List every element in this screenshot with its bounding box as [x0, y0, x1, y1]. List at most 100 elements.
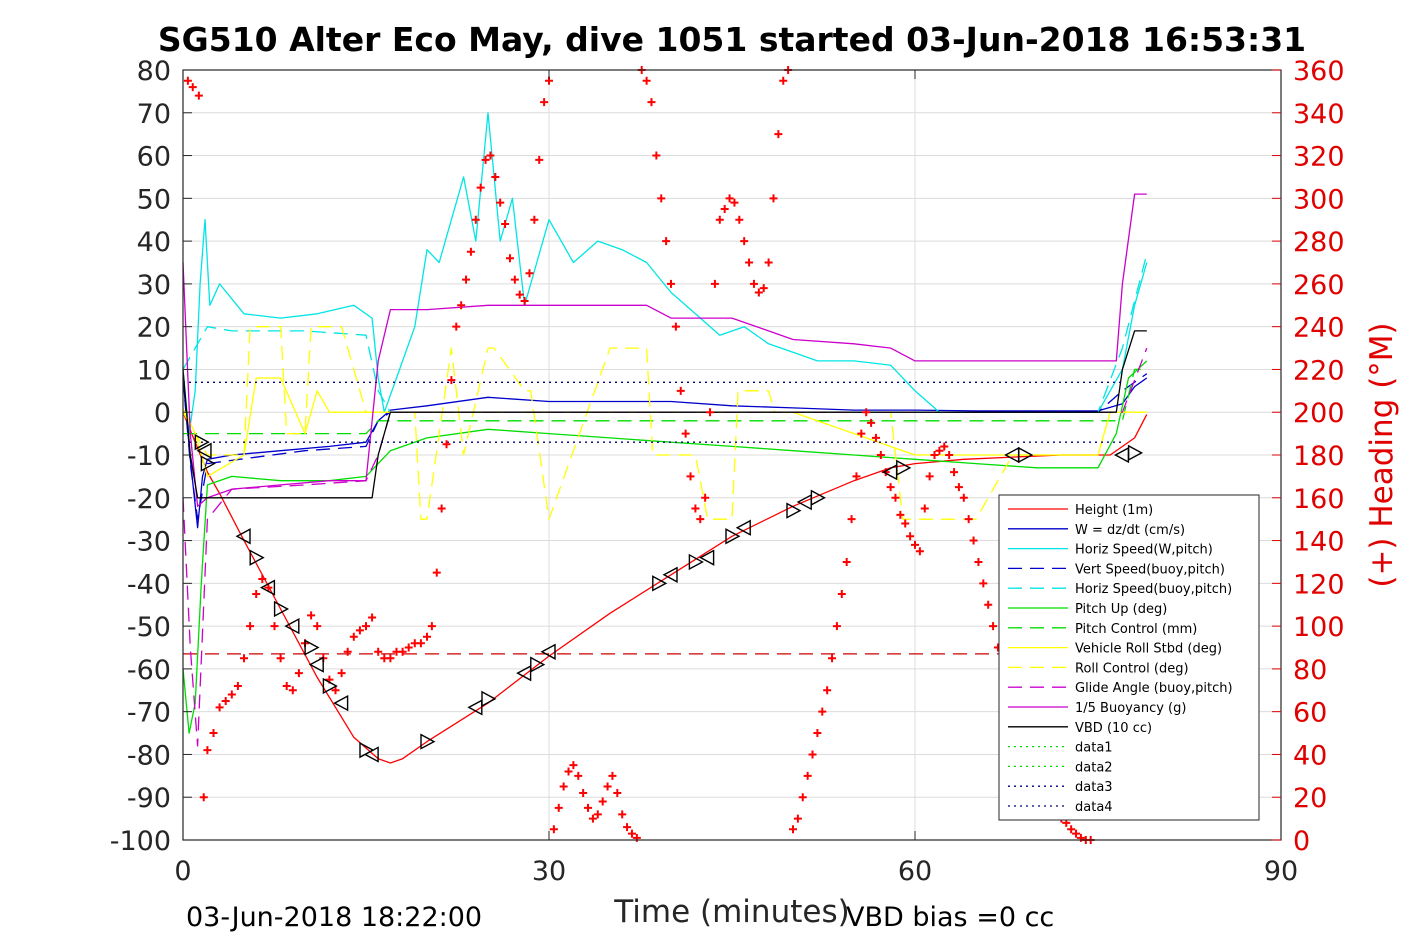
heading-point-87	[652, 151, 661, 160]
y-tick-label-right-2: 320	[1293, 142, 1345, 173]
y-tick-label-right-18: 0	[1293, 826, 1310, 857]
vertex-marker-19	[540, 643, 556, 660]
heading-point-120	[813, 729, 822, 738]
y-tick-label-left-0: 80	[137, 56, 171, 87]
heading-point-85	[642, 76, 651, 85]
heading-point-11	[246, 622, 255, 631]
heading-point-49	[466, 247, 475, 256]
heading-point-141	[915, 547, 924, 556]
vertex-marker-32	[1018, 446, 1034, 464]
vertex-marker-17	[516, 664, 532, 682]
y-tick-label-right-6: 240	[1293, 313, 1345, 344]
legend-label-2: Horiz Speed(W,pitch)	[1075, 543, 1213, 558]
legend-label-14: data3	[1075, 780, 1113, 795]
heading-point-37	[404, 643, 413, 652]
heading-point-124	[832, 622, 841, 631]
y-tick-label-right-7: 220	[1293, 355, 1345, 386]
heading-point-18	[288, 686, 297, 695]
heading-point-43	[437, 504, 446, 513]
plot-area	[182, 66, 1148, 844]
y-tick-label-right-8: 200	[1293, 398, 1345, 429]
heading-point-21	[307, 611, 316, 620]
y-tick-label-left-18: -100	[110, 826, 171, 857]
vertex-marker-26	[786, 502, 802, 519]
y-tick-label-left-11: -30	[127, 527, 171, 558]
series-line-10	[182, 193, 1147, 507]
heading-point-46	[452, 322, 461, 331]
heading-point-42	[432, 568, 441, 577]
heading-point-36	[398, 647, 407, 656]
heading-point-6	[215, 703, 224, 712]
heading-point-0	[183, 76, 192, 85]
heading-point-68	[559, 782, 568, 791]
heading-point-97	[701, 493, 710, 502]
vertex-marker-22	[688, 553, 704, 571]
y-tick-label-left-7: 10	[137, 355, 171, 386]
heading-point-41	[427, 622, 436, 631]
y-tick-label-left-16: -80	[127, 740, 171, 771]
heading-point-151	[964, 515, 973, 524]
heading-point-39	[416, 639, 425, 648]
y-tick-label-left-12: -40	[127, 569, 171, 600]
heading-point-155	[984, 600, 993, 609]
y-tick-label-left-15: -70	[127, 698, 171, 729]
vertex-marker-1	[196, 442, 212, 459]
heading-point-7	[221, 696, 230, 705]
heading-point-98	[706, 408, 715, 417]
heading-point-152	[969, 536, 978, 545]
heading-point-110	[764, 258, 773, 267]
heading-point-125	[837, 590, 846, 599]
heading-point-93	[681, 429, 690, 438]
y-tick-label-left-4: 40	[137, 227, 171, 258]
vertex-marker-10	[322, 677, 338, 695]
heading-point-156	[989, 622, 998, 631]
heading-point-105	[740, 237, 749, 246]
heading-point-57	[505, 254, 514, 263]
heading-point-107	[749, 279, 758, 288]
vertex-marker-18	[530, 656, 546, 673]
y-tick-label-left-14: -60	[127, 655, 171, 686]
y-tick-label-left-8: 0	[154, 398, 171, 429]
y-tick-label-left-17: -90	[127, 783, 171, 814]
heading-point-133	[876, 451, 885, 459]
heading-point-75	[593, 810, 602, 819]
y-tick-label-right-17: 20	[1293, 783, 1327, 814]
heading-point-32	[374, 647, 383, 656]
heading-point-99	[710, 279, 719, 288]
legend-label-1: W = dz/dt (cm/s)	[1075, 523, 1185, 538]
y-tick-label-right-14: 80	[1293, 655, 1327, 686]
vertex-marker-24	[725, 528, 741, 545]
heading-point-137	[896, 510, 905, 519]
axis-ticks: 0 30 60 9080706050403020100-10-20-30-40-50-…	[110, 56, 1345, 887]
heading-point-89	[662, 237, 671, 246]
vertex-marker-9	[308, 656, 324, 673]
heading-point-81	[623, 823, 632, 832]
heading-point-104	[735, 215, 744, 224]
legend: Height (1m) W = dz/dt (cm/s) Horiz Speed(W…	[998, 494, 1260, 821]
heading-point-59	[515, 290, 524, 299]
series-line-7	[182, 377, 1147, 478]
heading-point-116	[793, 814, 802, 823]
heading-point-132	[871, 433, 880, 442]
heading-point-60	[520, 297, 529, 305]
y-tick-label-left-1: 70	[137, 99, 171, 130]
heading-point-30	[362, 622, 370, 631]
series-line-8	[182, 326, 1135, 520]
y-tick-label-left-3: 50	[137, 184, 171, 215]
heading-point-55	[496, 198, 505, 207]
legend-label-10: 1/5 Buoyancy (g)	[1075, 701, 1186, 716]
series-line-11	[182, 330, 1147, 499]
heading-point-50	[471, 215, 480, 224]
heading-point-96	[696, 515, 705, 524]
heading-point-118	[803, 771, 812, 780]
heading-point-126	[842, 557, 851, 566]
heading-point-108	[754, 288, 763, 297]
heading-point-121	[818, 707, 827, 716]
vertex-marker-25	[735, 519, 751, 536]
heading-point-112	[774, 130, 783, 139]
heading-point-9	[233, 682, 242, 690]
heading-point-149	[954, 483, 963, 492]
heading-point-127	[847, 515, 856, 524]
x-axis-label: Time (minutes)	[613, 894, 849, 930]
